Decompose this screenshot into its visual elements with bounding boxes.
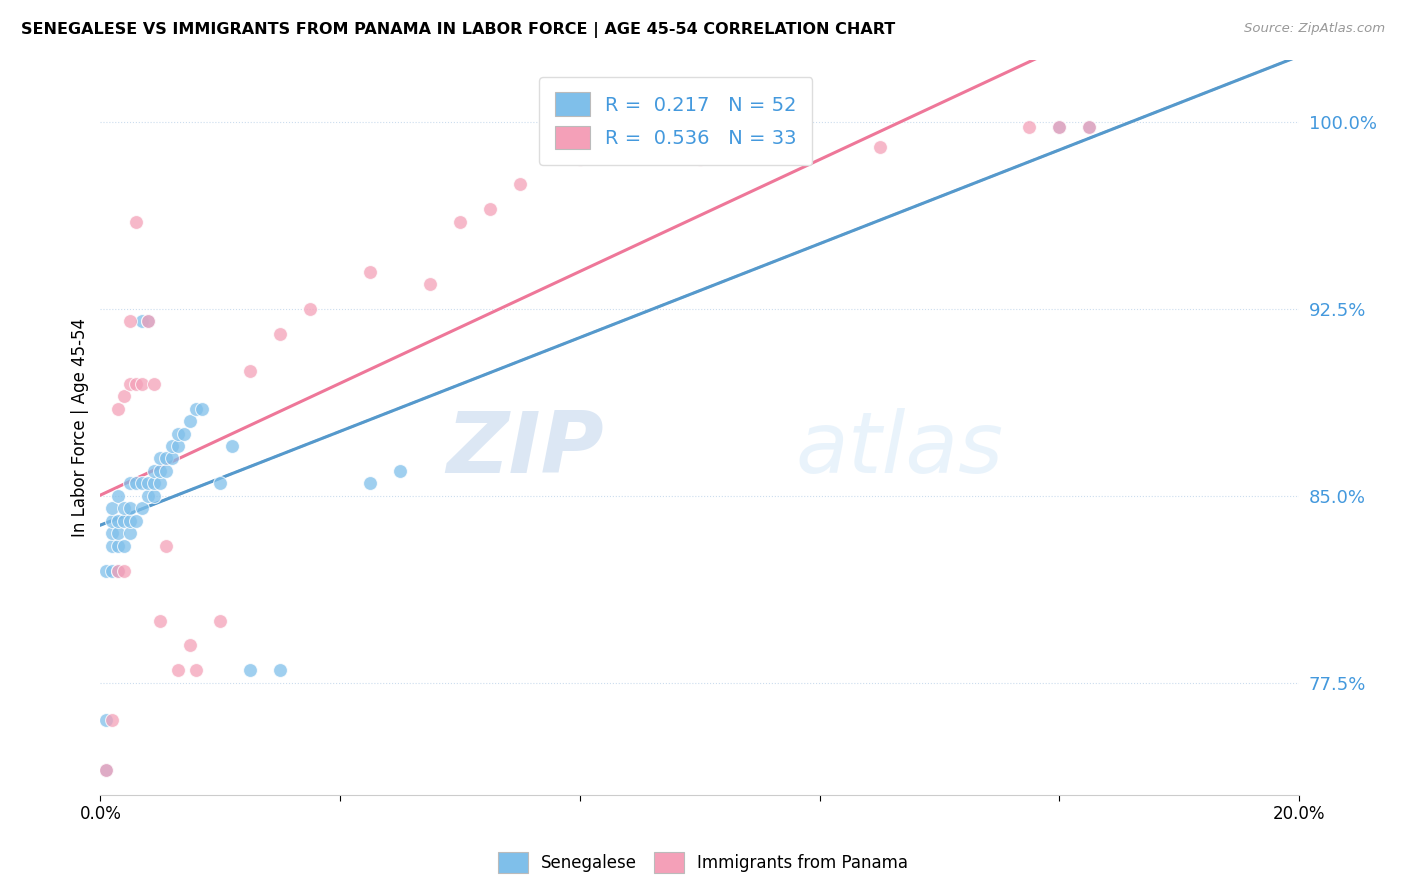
Point [173, 426, 195, 441]
Point [299, 301, 322, 316]
Point [107, 526, 129, 541]
Y-axis label: In Labor Force | Age 45-54: In Labor Force | Age 45-54 [72, 318, 89, 537]
Point [1018, 120, 1040, 134]
Point [149, 476, 172, 491]
Point [186, 401, 208, 416]
Point [131, 501, 153, 516]
Point [869, 140, 891, 154]
Point [120, 514, 142, 528]
Point [162, 439, 184, 453]
Point [143, 489, 166, 503]
Point [209, 614, 232, 628]
Point [191, 401, 214, 416]
Point [96, 564, 118, 578]
Point [186, 664, 208, 678]
Point [149, 614, 172, 628]
Point [125, 514, 148, 528]
Point [101, 526, 124, 541]
Point [239, 364, 262, 378]
Point [136, 314, 159, 328]
Point [125, 476, 148, 491]
Point [131, 476, 153, 491]
Point [269, 326, 291, 341]
Point [112, 539, 135, 553]
Point [155, 464, 177, 478]
Point [120, 476, 142, 491]
Point [478, 202, 501, 217]
Point [167, 426, 190, 441]
Legend: Senegalese, Immigrants from Panama: Senegalese, Immigrants from Panama [491, 846, 915, 880]
Point [167, 439, 190, 453]
Point [155, 539, 177, 553]
Point [112, 501, 135, 516]
Point [131, 376, 153, 391]
Point [136, 476, 159, 491]
Point [96, 763, 118, 777]
Point [179, 414, 201, 428]
Text: Source: ZipAtlas.com: Source: ZipAtlas.com [1244, 22, 1385, 36]
Point [101, 564, 124, 578]
Point [143, 476, 166, 491]
Point [359, 264, 381, 278]
Point [419, 277, 441, 291]
Point [107, 539, 129, 553]
Point [131, 314, 153, 328]
Point [162, 451, 184, 466]
Point [568, 153, 591, 167]
Point [221, 439, 243, 453]
Point [107, 401, 129, 416]
Point [167, 664, 190, 678]
Point [107, 564, 129, 578]
Point [136, 314, 159, 328]
Point [269, 664, 291, 678]
Point [136, 489, 159, 503]
Point [107, 489, 129, 503]
Point [112, 514, 135, 528]
Point [125, 214, 148, 228]
Point [120, 376, 142, 391]
Point [107, 564, 129, 578]
Point [689, 153, 711, 167]
Point [1078, 120, 1101, 134]
Point [101, 501, 124, 516]
Point [389, 464, 412, 478]
Point [112, 564, 135, 578]
Point [509, 178, 531, 192]
Point [1049, 120, 1071, 134]
Point [149, 451, 172, 466]
Point [179, 639, 201, 653]
Point [1049, 120, 1071, 134]
Point [1078, 120, 1101, 134]
Point [449, 214, 471, 228]
Point [209, 476, 232, 491]
Point [112, 389, 135, 403]
Point [155, 451, 177, 466]
Point [125, 376, 148, 391]
Point [120, 501, 142, 516]
Point [107, 514, 129, 528]
Point [120, 314, 142, 328]
Point [359, 476, 381, 491]
Point [239, 664, 262, 678]
Point [149, 464, 172, 478]
Point [96, 763, 118, 777]
Point [120, 526, 142, 541]
Legend: R =  0.217   N = 52, R =  0.536   N = 33: R = 0.217 N = 52, R = 0.536 N = 33 [540, 77, 813, 165]
Text: SENEGALESE VS IMMIGRANTS FROM PANAMA IN LABOR FORCE | AGE 45-54 CORRELATION CHAR: SENEGALESE VS IMMIGRANTS FROM PANAMA IN … [21, 22, 896, 38]
Point [101, 514, 124, 528]
Point [143, 464, 166, 478]
Text: ZIP: ZIP [446, 408, 603, 491]
Text: atlas: atlas [796, 408, 1004, 491]
Point [101, 539, 124, 553]
Point [143, 376, 166, 391]
Point [96, 713, 118, 727]
Point [101, 713, 124, 727]
